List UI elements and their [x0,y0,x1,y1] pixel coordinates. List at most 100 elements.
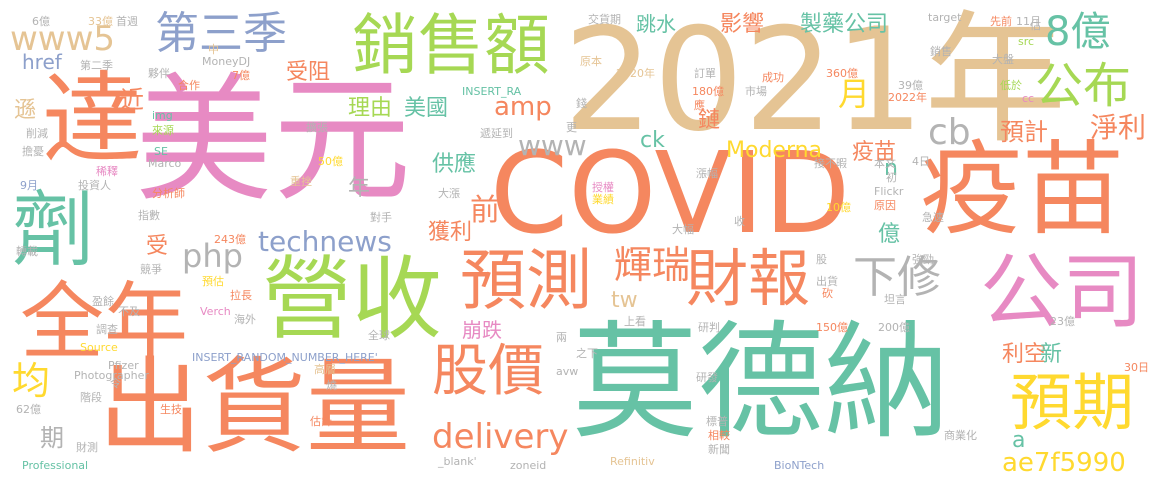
cloud-word: 疫苗 [852,140,897,165]
cloud-word: 銷售額 [352,7,550,84]
cloud-word: 夥伴 [148,67,170,80]
cloud-word: ae7f5990 [1002,448,1126,478]
cloud-word: 盈餘 [92,295,114,308]
cloud-word: 受 [146,234,169,259]
cloud-word: www5 [10,19,116,59]
cloud-word: 8億 [1045,9,1111,55]
cloud-word: 美元 [135,60,412,221]
cloud-word: 先前 [990,15,1012,28]
cloud-word: 受阻 [286,60,331,85]
cloud-word: 利空 [1002,342,1047,367]
cloud-word: 大漲 [438,187,460,200]
cloud-word: 原本 [580,55,602,68]
cloud-word: 初 [886,171,897,184]
cloud-word: 11月 [1016,15,1041,28]
cloud-word: ck [640,128,665,153]
cloud-word: 分析師 [152,187,185,200]
cloud-word: 影響 [720,12,765,37]
cloud-word: 急速 [922,211,944,224]
cloud-word: 訂單 [694,67,716,80]
cloud-word: 公司 [980,245,1145,340]
cloud-word: 大幅 [672,223,694,236]
cloud-word: 研發 [696,371,718,384]
cloud-word: INSERT_RANDOM_NUMBER_HERE' [192,351,378,364]
cloud-word: technews [258,225,392,258]
cloud-word: Photographer [74,369,149,382]
cloud-word: 50億 [318,155,343,168]
cloud-word: 兩 [556,331,567,344]
cloud-word: www [518,129,587,162]
cloud-word: 估計 [310,415,332,428]
cloud-word: 階段 [80,391,102,404]
cloud-word: 低於 [1000,79,1022,92]
cloud-word: target [928,11,962,24]
cloud-word: 遜 [14,98,37,123]
cloud-word: BioNTech [774,459,825,472]
cloud-word: 下修 [853,252,941,303]
cloud-word: 獲利 [428,220,473,245]
cloud-word: 銷售 [930,45,952,58]
cloud-word: 令 [110,377,121,390]
cloud-word: 合作 [178,79,200,92]
cloud-word: 相較 [708,429,730,442]
cloud-word: 交貨期 [588,13,621,26]
cloud-word: href [22,50,62,74]
cloud-word: 商業化 [944,429,977,442]
cloud-word: 2022年 [888,91,927,104]
cloud-word: 財測 [76,441,98,454]
cloud-word: 漲幅 [696,167,718,180]
cloud-word: 達 [42,61,142,178]
cloud-word: delivery [432,417,569,457]
cloud-word: 標普 [706,415,728,428]
cloud-word: 33億 [88,15,113,28]
cloud-word: 第二季 [80,59,113,72]
cloud-word: 投資人 [78,179,111,192]
cloud-word: 重挫 [290,175,312,188]
cloud-word: 收 [734,215,745,228]
cloud-word: 競爭 [140,263,162,276]
cloud-word: 前 [470,193,500,228]
cloud-word: 轉載 [16,245,38,258]
cloud-word: 360億 [826,67,858,80]
cloud-word: Pfizer [108,359,139,372]
cloud-word: 23億 [1050,315,1075,328]
cloud-word: 美國 [404,96,449,121]
cloud-word: 年 [348,176,371,201]
cloud-word: 億 [878,222,901,247]
cloud-word: 來源 [152,124,174,137]
cloud-word: 股 [816,253,827,266]
cloud-word: 30日 [1124,361,1149,374]
cloud-word: 輝瑞 [614,243,691,287]
cloud-word: 期 [40,424,64,452]
cloud-word: 243億 [214,233,246,246]
cloud-word: 鏈 [698,108,721,133]
cloud-word: 海外 [234,313,256,326]
cloud-word: 坦言 [884,293,906,306]
cloud-word: 全年 [20,273,189,371]
cloud-word: 首週 [116,15,138,28]
cloud-word: 擴張 [306,121,328,134]
cloud-word: 第三季 [155,8,287,59]
cloud-word: 成功 [762,71,784,84]
cloud-word: 出貨量 [98,346,411,468]
cloud-word: Marco [148,157,182,170]
cloud-word: 180億 [692,85,724,98]
cloud-word: 燒 [326,379,337,392]
cloud-word: 本文 [874,157,896,170]
cloud-word: 200億 [878,321,910,334]
cloud-word: 2021年 [563,0,1067,163]
cloud-word: 淨利 [1090,111,1147,144]
cloud-word: 理由 [348,96,393,121]
cloud-word: 強勁 [912,253,934,266]
cloud-word: avw [556,365,579,378]
cloud-word: 新聞 [708,443,730,456]
cloud-word: 預計 [1000,118,1048,146]
cloud-word: cb [928,112,971,153]
cloud-word: 新 [1040,342,1063,367]
cloud-word: src [1018,35,1035,48]
cloud-word: 公布 [1035,58,1132,114]
cloud-word: COVID [490,129,851,259]
cloud-word: 大盤 [992,53,1014,66]
cloud-word: 調查 [96,323,118,336]
cloud-word: amp [494,92,552,122]
